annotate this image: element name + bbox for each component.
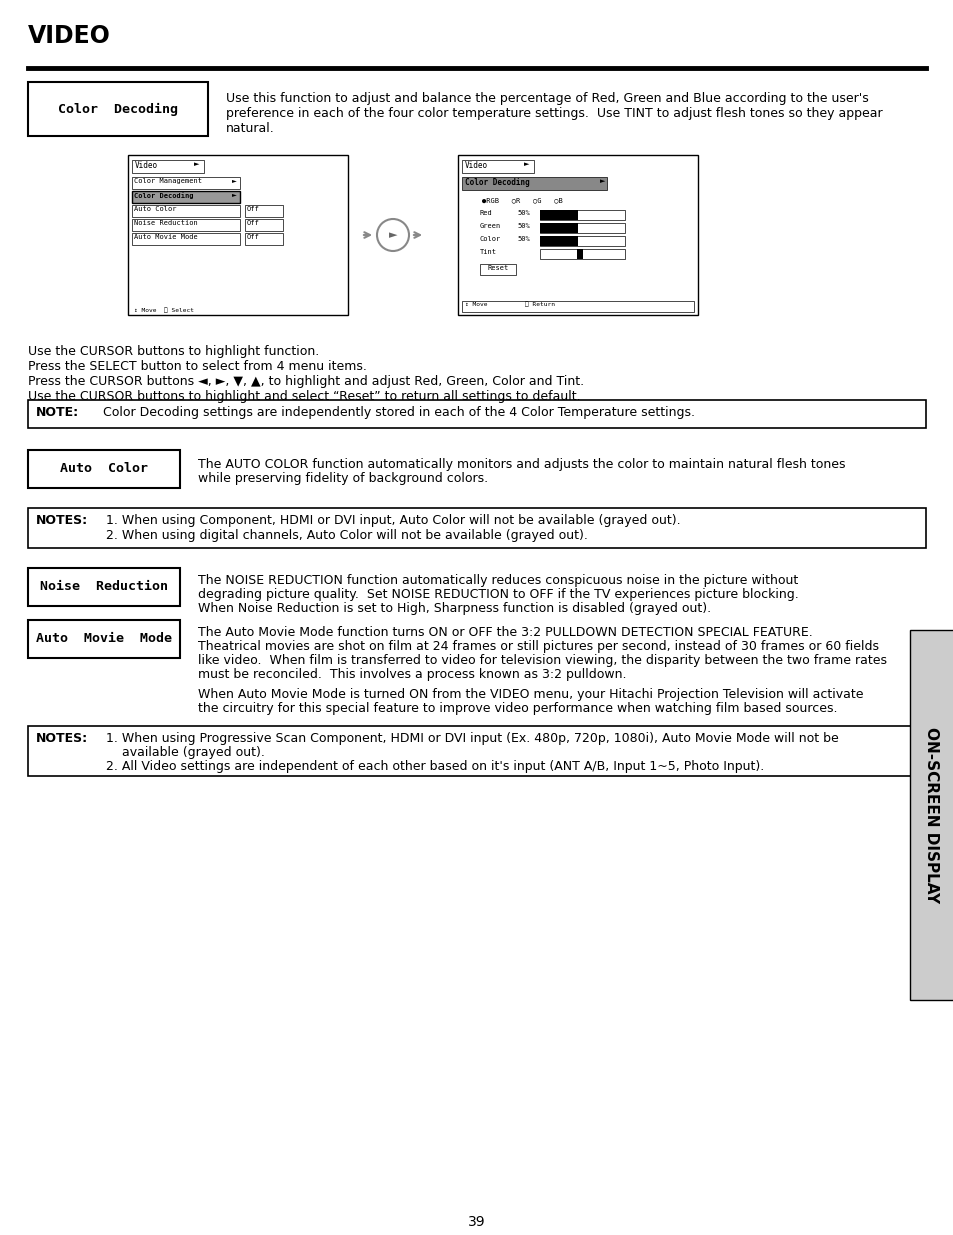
Text: Press the CURSOR buttons ◄, ►, ▼, ▲, to highlight and adjust Red, Green, Color a: Press the CURSOR buttons ◄, ►, ▼, ▲, to …: [28, 375, 583, 388]
Text: preference in each of the four color temperature settings.  Use TINT to adjust f: preference in each of the four color tem…: [226, 107, 882, 120]
Text: degrading picture quality.  Set NOISE REDUCTION to OFF if the TV experiences pic: degrading picture quality. Set NOISE RED…: [198, 588, 798, 601]
Text: NOTE:: NOTE:: [36, 406, 79, 419]
Text: ►: ►: [232, 191, 236, 198]
Bar: [539, 210, 624, 220]
Bar: [28, 450, 180, 488]
Text: 1. When using Progressive Scan Component, HDMI or DVI input (Ex. 480p, 720p, 108: 1. When using Progressive Scan Component…: [106, 732, 838, 745]
Text: Color  Decoding: Color Decoding: [58, 103, 178, 116]
Bar: [28, 508, 925, 548]
Text: Color Management: Color Management: [133, 178, 202, 184]
Bar: [245, 233, 283, 245]
Text: Use the CURSOR buttons to highlight function.: Use the CURSOR buttons to highlight func…: [28, 345, 319, 358]
Text: ►: ►: [232, 178, 236, 183]
Bar: [909, 630, 953, 1000]
Text: When Noise Reduction is set to High, Sharpness function is disabled (grayed out): When Noise Reduction is set to High, Sha…: [198, 601, 710, 615]
Text: VIDEO: VIDEO: [28, 23, 111, 48]
Bar: [577, 249, 582, 259]
Bar: [28, 568, 180, 606]
Text: ►: ►: [193, 161, 199, 167]
Bar: [132, 191, 240, 203]
Text: Video: Video: [464, 161, 488, 170]
Text: Green: Green: [479, 224, 500, 228]
Text: Color Decoding settings are independently stored in each of the 4 Color Temperat: Color Decoding settings are independentl…: [103, 406, 695, 419]
Text: Off: Off: [247, 206, 259, 212]
Text: 50%: 50%: [517, 236, 529, 242]
Text: Auto  Movie  Mode: Auto Movie Mode: [36, 632, 172, 646]
Circle shape: [376, 219, 409, 251]
Bar: [539, 210, 578, 220]
Text: ►: ►: [388, 230, 396, 240]
Text: Use this function to adjust and balance the percentage of Red, Green and Blue ac: Use this function to adjust and balance …: [226, 91, 868, 105]
Text: ●RGB   ○R   ○G   ○B: ●RGB ○R ○G ○B: [481, 198, 562, 203]
Text: natural.: natural.: [226, 122, 274, 135]
Text: Tint: Tint: [479, 249, 497, 254]
Bar: [28, 620, 180, 658]
Text: Color Decoding: Color Decoding: [464, 178, 529, 186]
Bar: [539, 249, 624, 259]
Bar: [132, 219, 240, 231]
Text: Color Decoding: Color Decoding: [133, 191, 193, 199]
Text: Red: Red: [479, 210, 493, 216]
Text: 1. When using Component, HDMI or DVI input, Auto Color will not be available (gr: 1. When using Component, HDMI or DVI inp…: [106, 514, 679, 527]
Bar: [132, 161, 204, 173]
Bar: [539, 224, 624, 233]
Text: ►: ►: [599, 178, 605, 184]
Text: 2. All Video settings are independent of each other based on it's input (ANT A/B: 2. All Video settings are independent of…: [106, 760, 763, 773]
Text: Auto Color: Auto Color: [133, 206, 176, 212]
Text: must be reconciled.  This involves a process known as 3:2 pulldown.: must be reconciled. This involves a proc…: [198, 668, 626, 680]
Bar: [128, 156, 348, 315]
Text: 39: 39: [468, 1215, 485, 1229]
Text: ON-SCREEN DISPLAY: ON-SCREEN DISPLAY: [923, 727, 939, 903]
Bar: [28, 82, 208, 136]
Bar: [539, 236, 624, 246]
Bar: [457, 156, 698, 315]
Bar: [461, 161, 534, 173]
Text: Off: Off: [247, 220, 259, 226]
Text: Color: Color: [479, 236, 500, 242]
Bar: [539, 236, 578, 246]
Text: Noise Reduction: Noise Reduction: [133, 220, 197, 226]
Bar: [132, 177, 240, 189]
Text: ↕ Move  Ⓜ Select: ↕ Move Ⓜ Select: [133, 308, 193, 312]
Text: 50%: 50%: [517, 224, 529, 228]
Text: Auto  Color: Auto Color: [60, 462, 148, 475]
Bar: [132, 205, 240, 217]
Bar: [245, 205, 283, 217]
Text: Auto Movie Mode: Auto Movie Mode: [133, 233, 197, 240]
Text: like video.  When film is transferred to video for television viewing, the dispa: like video. When film is transferred to …: [198, 655, 886, 667]
Text: The AUTO COLOR function automatically monitors and adjusts the color to maintain: The AUTO COLOR function automatically mo…: [198, 458, 844, 471]
Text: NOTES:: NOTES:: [36, 732, 88, 745]
Bar: [461, 177, 606, 190]
Bar: [28, 400, 925, 429]
Text: the circuitry for this special feature to improve video performance when watchin: the circuitry for this special feature t…: [198, 701, 837, 715]
Bar: [245, 219, 283, 231]
Bar: [461, 301, 693, 312]
Bar: [28, 726, 925, 776]
Text: NOTES:: NOTES:: [36, 514, 88, 527]
Text: 50%: 50%: [517, 210, 529, 216]
Text: The Auto Movie Mode function turns ON or OFF the 3:2 PULLDOWN DETECTION SPECIAL : The Auto Movie Mode function turns ON or…: [198, 626, 812, 638]
Text: ↕ Move          Ⓜ Return: ↕ Move Ⓜ Return: [464, 301, 555, 306]
Text: available (grayed out).: available (grayed out).: [106, 746, 265, 760]
Text: Video: Video: [135, 161, 158, 170]
Text: When Auto Movie Mode is turned ON from the VIDEO menu, your Hitachi Projection T: When Auto Movie Mode is turned ON from t…: [198, 688, 862, 701]
Text: Off: Off: [247, 233, 259, 240]
Text: Press the SELECT button to select from 4 menu items.: Press the SELECT button to select from 4…: [28, 359, 367, 373]
Bar: [132, 233, 240, 245]
Bar: [909, 630, 953, 1000]
Text: Theatrical movies are shot on film at 24 frames or still pictures per second, in: Theatrical movies are shot on film at 24…: [198, 640, 878, 653]
Text: Reset: Reset: [487, 264, 508, 270]
Text: ►: ►: [523, 161, 529, 167]
Text: 2. When using digital channels, Auto Color will not be available (grayed out).: 2. When using digital channels, Auto Col…: [106, 529, 587, 542]
Bar: [539, 224, 578, 233]
Text: Use the CURSOR buttons to highlight and select “Reset” to return all settings to: Use the CURSOR buttons to highlight and …: [28, 390, 580, 403]
Text: The NOISE REDUCTION function automatically reduces conspicuous noise in the pict: The NOISE REDUCTION function automatical…: [198, 574, 798, 587]
Text: while preserving fidelity of background colors.: while preserving fidelity of background …: [198, 472, 488, 485]
Bar: [479, 264, 516, 275]
Text: Noise  Reduction: Noise Reduction: [40, 580, 168, 594]
